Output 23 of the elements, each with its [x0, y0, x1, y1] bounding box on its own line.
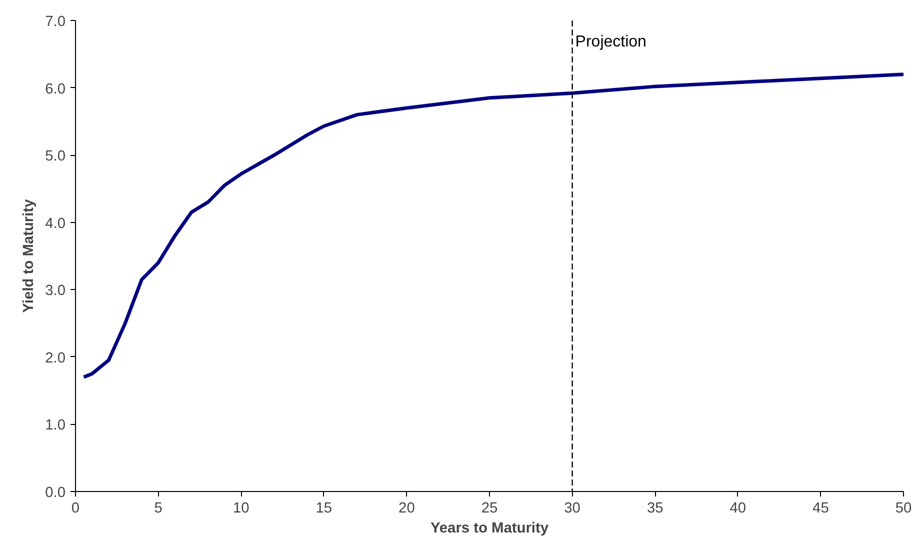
y-tick-label: 5.0: [45, 148, 66, 165]
x-tick-label: 50: [895, 500, 912, 516]
x-tick-label: 35: [646, 500, 664, 516]
ref-line-label: Projection: [575, 34, 646, 50]
x-tick-label: 20: [398, 500, 415, 516]
y-tick-label: 4.0: [45, 216, 66, 232]
x-tick-label: 0: [71, 500, 80, 516]
x-tick-label: 15: [316, 500, 332, 516]
y-tick-label: 6.0: [45, 81, 66, 98]
x-tick-label: 30: [564, 500, 580, 516]
y-tick-label: 7.0: [45, 14, 66, 30]
y-tick-label: 2.0: [45, 350, 66, 366]
y-tick-label: 1.0: [45, 418, 66, 434]
x-tick-label: 45: [812, 500, 829, 516]
y-axis-title: Yield to Maturity: [21, 198, 38, 313]
x-tick-label: 40: [730, 500, 746, 516]
x-tick-label: 5: [154, 500, 162, 516]
x-axis-title: Years to Maturity: [430, 520, 550, 536]
x-tick-label: 10: [232, 500, 250, 516]
x-tick-label: 25: [481, 500, 498, 516]
y-tick-label: 3.0: [45, 283, 66, 300]
y-tick-label: 0.0: [45, 485, 66, 501]
line-series: [82, 72, 904, 379]
